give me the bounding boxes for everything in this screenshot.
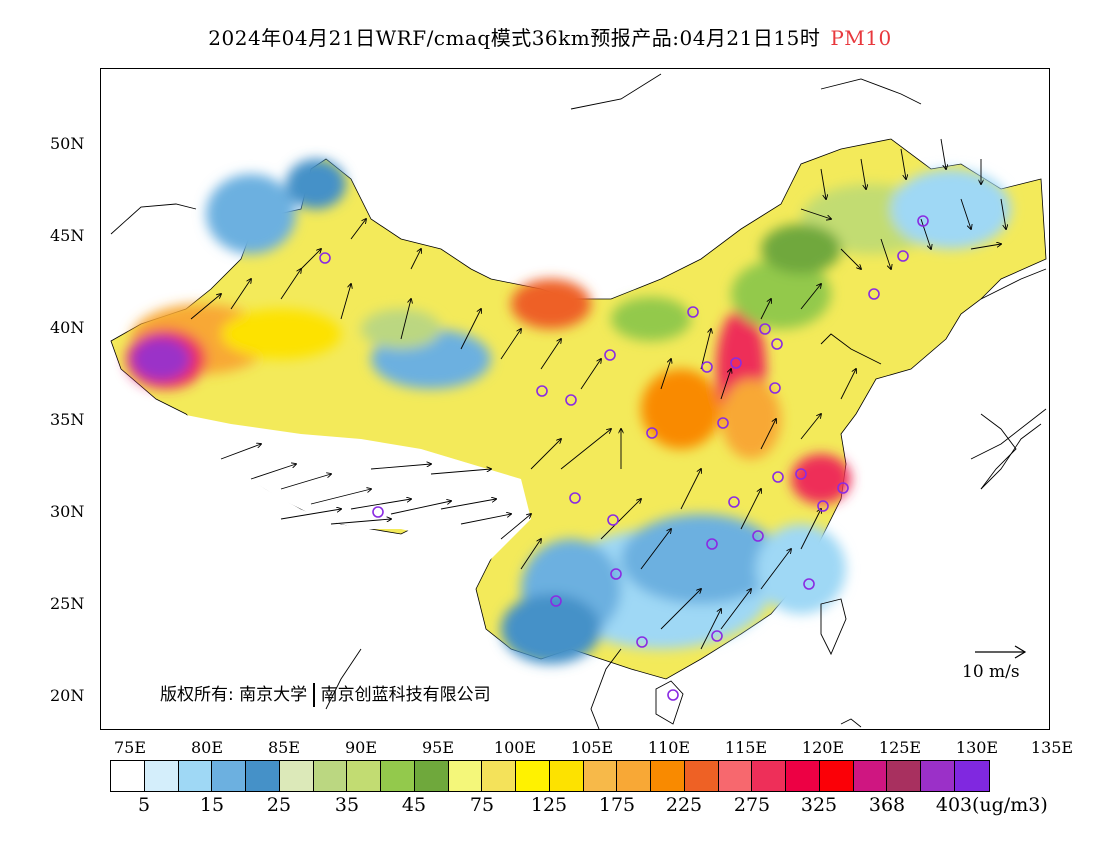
copyright-left: 版权所有: 南京大学 bbox=[160, 685, 308, 705]
legend-swatch-13 bbox=[549, 761, 584, 791]
title-text: 2024年04月21日WRF/cmaq模式36km预报产品:04月21日15时 bbox=[208, 26, 821, 50]
legend-swatch-14 bbox=[583, 761, 618, 791]
lon-label-110e: 110E bbox=[647, 738, 691, 757]
legend-swatch-11 bbox=[482, 761, 516, 791]
legend-swatch-21 bbox=[819, 761, 854, 791]
lon-label-75e: 75E bbox=[113, 738, 147, 757]
map-frame bbox=[100, 68, 1050, 730]
legend-colorbar bbox=[110, 760, 990, 792]
lon-label-80e: 80E bbox=[190, 738, 224, 757]
lon-label-120e: 120E bbox=[801, 738, 845, 757]
legend-label-125: 125 bbox=[530, 794, 568, 816]
legend-swatch-22 bbox=[853, 761, 888, 791]
legend-label-5: 5 bbox=[137, 794, 151, 816]
lon-label-90e: 90E bbox=[344, 738, 378, 757]
concentration-field bbox=[126, 159, 1011, 664]
legend-swatch-4 bbox=[246, 761, 280, 791]
legend-swatch-7 bbox=[347, 761, 381, 791]
legend-swatch-16 bbox=[651, 761, 685, 791]
legend-swatch-24 bbox=[921, 761, 955, 791]
lat-label-20n: 20N bbox=[50, 686, 85, 705]
legend-label-225: 225 bbox=[665, 794, 703, 816]
lon-label-115e: 115E bbox=[724, 738, 768, 757]
lat-label-50n: 50N bbox=[50, 134, 85, 153]
plateau-blank bbox=[181, 414, 531, 569]
legend-label-403: 403 bbox=[935, 794, 973, 816]
legend-swatch-12 bbox=[516, 761, 550, 791]
legend-swatch-2 bbox=[178, 761, 213, 791]
legend-swatch-3 bbox=[212, 761, 246, 791]
legend-label-325: 325 bbox=[800, 794, 838, 816]
legend-label-35: 35 bbox=[334, 794, 360, 816]
legend-swatch-5 bbox=[279, 761, 314, 791]
legend-swatch-1 bbox=[144, 761, 179, 791]
lon-label-85e: 85E bbox=[267, 738, 301, 757]
copyright-right: 南京创蓝科技有限公司 bbox=[320, 685, 491, 705]
legend-swatch-0 bbox=[111, 761, 145, 791]
pm10-map bbox=[110, 73, 1047, 729]
legend-swatch-25 bbox=[954, 761, 989, 791]
lat-label-35n: 35N bbox=[50, 410, 85, 429]
lat-label-30n: 30N bbox=[50, 502, 85, 521]
legend-unit: (ug/m3) bbox=[972, 794, 1048, 816]
map-title: 2024年04月21日WRF/cmaq模式36km预报产品:04月21日15时 P… bbox=[0, 22, 1100, 51]
legend-swatch-8 bbox=[381, 761, 415, 791]
legend-label-275: 275 bbox=[733, 794, 771, 816]
legend-label-25: 25 bbox=[266, 794, 292, 816]
legend-label-368: 368 bbox=[868, 794, 906, 816]
lon-label-135e: 135E bbox=[1030, 738, 1074, 757]
lat-label-45n: 45N bbox=[50, 226, 85, 245]
lat-label-25n: 25N bbox=[50, 594, 85, 613]
legend-label-45: 45 bbox=[401, 794, 427, 816]
legend-label-15: 15 bbox=[199, 794, 225, 816]
lon-label-105e: 105E bbox=[570, 738, 614, 757]
legend-swatch-23 bbox=[887, 761, 921, 791]
city-markers bbox=[319, 215, 929, 701]
legend-swatch-15 bbox=[617, 761, 651, 791]
legend-label-75: 75 bbox=[469, 794, 495, 816]
coastlines bbox=[110, 73, 1047, 729]
legend-swatch-20 bbox=[786, 761, 820, 791]
wind-vectors bbox=[190, 138, 1006, 650]
copyright-note: 版权所有: 南京大学 南京创蓝科技有限公司 bbox=[160, 680, 491, 707]
legend-swatch-19 bbox=[752, 761, 786, 791]
legend-swatch-6 bbox=[313, 761, 348, 791]
wind-reference-label: 10 m/s bbox=[962, 662, 1020, 682]
legend-swatch-10 bbox=[448, 761, 483, 791]
lon-label-95e: 95E bbox=[421, 738, 455, 757]
copyright-separator bbox=[313, 683, 315, 707]
pollutant-label: PM10 bbox=[830, 26, 892, 50]
lon-label-100e: 100E bbox=[493, 738, 537, 757]
legend-swatch-18 bbox=[718, 761, 753, 791]
lat-label-40n: 40N bbox=[50, 318, 85, 337]
legend-swatch-17 bbox=[684, 761, 719, 791]
lon-label-125e: 125E bbox=[878, 738, 922, 757]
lon-label-130e: 130E bbox=[955, 738, 999, 757]
legend-swatch-9 bbox=[414, 761, 449, 791]
wind-reference-arrow bbox=[975, 645, 1027, 659]
legend-label-175: 175 bbox=[598, 794, 636, 816]
